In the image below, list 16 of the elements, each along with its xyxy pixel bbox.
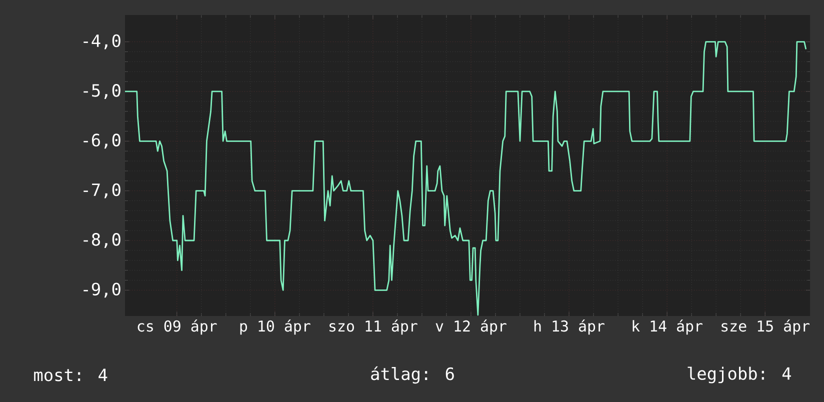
text: legjobb: 4 (688, 366, 791, 384)
x-tick-label: h 13 ápr (534, 320, 604, 335)
text: átlag: 6 (371, 366, 454, 384)
x-tick-label: k 14 ápr (632, 320, 702, 335)
y-tick-label: -5,0 (84, 84, 120, 99)
text: most: 4 (34, 368, 108, 382)
x-tick-label: v 12 ápr (436, 320, 506, 335)
x-tick-label: cs 09 ápr (138, 320, 217, 335)
y-tick-label: -9,0 (84, 282, 120, 298)
y-tick-label: -7,0 (84, 183, 120, 198)
y-tick-label: -8,0 (84, 233, 120, 248)
y-tick-label: -4,0 (84, 34, 120, 50)
x-tick-label: szo 11 ápr (330, 320, 418, 335)
x-tick-label: p 10 ápr (240, 320, 310, 335)
y-tick-label: -6,0 (84, 134, 120, 149)
x-tick-label: sze 15 ápr (722, 320, 810, 335)
